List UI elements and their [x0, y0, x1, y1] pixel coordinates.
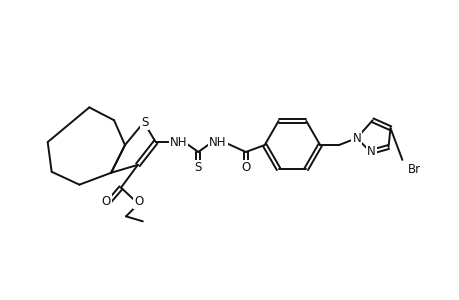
Text: NH: NH	[209, 136, 226, 148]
Text: O: O	[241, 161, 250, 174]
Text: N: N	[352, 132, 360, 145]
Text: Br: Br	[407, 163, 420, 176]
Text: N: N	[366, 146, 375, 158]
Text: S: S	[141, 116, 148, 129]
Text: O: O	[101, 195, 111, 208]
Text: O: O	[134, 195, 143, 208]
Text: S: S	[194, 161, 202, 174]
Text: NH: NH	[169, 136, 187, 148]
